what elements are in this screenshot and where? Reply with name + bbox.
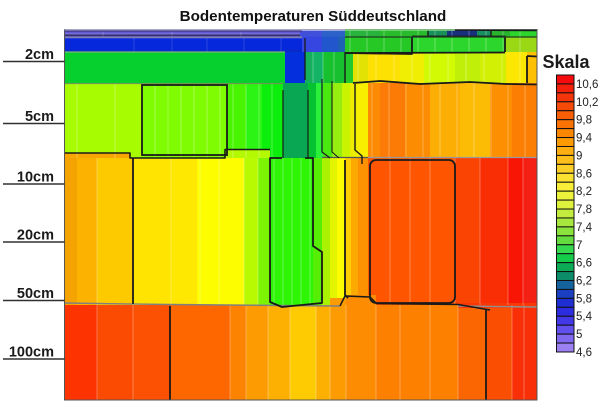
svg-text:2cm: 2cm xyxy=(25,47,54,63)
svg-text:8,6: 8,6 xyxy=(576,168,592,180)
svg-text:Skala: Skala xyxy=(542,52,590,72)
svg-text:7,8: 7,8 xyxy=(576,204,592,216)
svg-text:9: 9 xyxy=(576,150,582,162)
svg-text:9,4: 9,4 xyxy=(576,133,593,145)
svg-text:7,4: 7,4 xyxy=(576,222,593,234)
svg-text:10cm: 10cm xyxy=(17,170,54,186)
svg-text:5: 5 xyxy=(576,329,582,341)
svg-text:6,6: 6,6 xyxy=(576,258,592,270)
svg-text:6,2: 6,2 xyxy=(576,276,592,288)
svg-text:10,6: 10,6 xyxy=(576,79,598,91)
svg-text:9,8: 9,8 xyxy=(576,115,592,127)
svg-text:7: 7 xyxy=(576,240,582,252)
svg-text:100cm: 100cm xyxy=(9,345,54,361)
svg-text:20cm: 20cm xyxy=(17,228,54,244)
svg-text:4,6: 4,6 xyxy=(576,347,592,359)
svg-text:Bodentemperaturen Süddeutschla: Bodentemperaturen Süddeutschland xyxy=(180,8,447,25)
svg-text:50cm: 50cm xyxy=(17,286,54,302)
svg-text:5cm: 5cm xyxy=(25,109,54,125)
svg-text:10,2: 10,2 xyxy=(576,97,598,109)
svg-text:8,2: 8,2 xyxy=(576,186,592,198)
svg-text:5,8: 5,8 xyxy=(576,293,592,305)
svg-text:5,4: 5,4 xyxy=(576,311,593,323)
